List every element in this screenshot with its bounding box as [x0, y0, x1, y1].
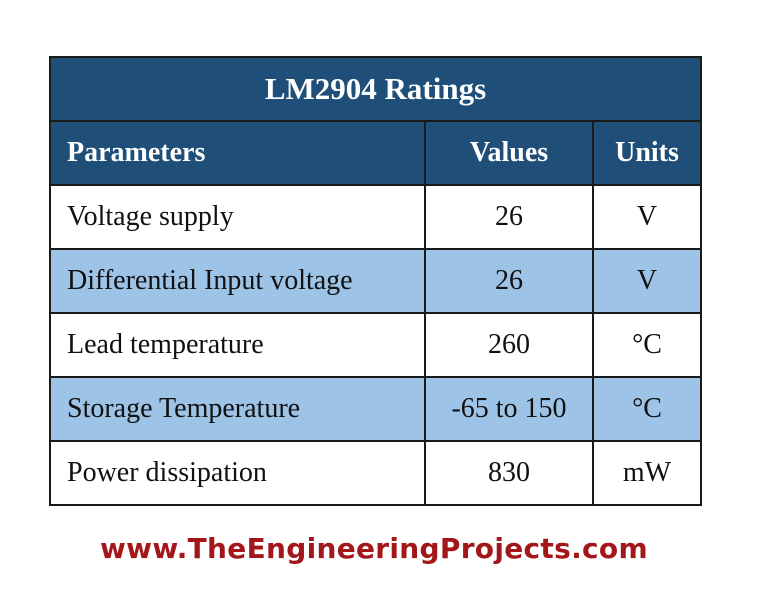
table-cell: 260 [424, 312, 594, 378]
table-cell: 26 [424, 248, 594, 314]
table-row: Lead temperature 260 °C [49, 312, 702, 378]
table-row: Storage Temperature -65 to 150 °C [49, 376, 702, 442]
table-row: Differential Input voltage 26 V [49, 248, 702, 314]
table-row: Power dissipation 830 mW [49, 440, 702, 506]
table-cell: °C [592, 312, 702, 378]
table-cell: Differential Input voltage [49, 248, 426, 314]
table-cell: V [592, 248, 702, 314]
ratings-table: LM2904 Ratings Parameters Values Units Vol… [49, 56, 702, 506]
table-row: Voltage supply 26 V [49, 184, 702, 250]
table-cell: 830 [424, 440, 594, 506]
table-cell: °C [592, 376, 702, 442]
table-cell: -65 to 150 [424, 376, 594, 442]
table-cell: Lead temperature [49, 312, 426, 378]
table-cell: V [592, 184, 702, 250]
table-title: LM2904 Ratings [49, 56, 702, 122]
table-cell: Voltage supply [49, 184, 426, 250]
table-cell: 26 [424, 184, 594, 250]
header-cell: Units [592, 120, 702, 186]
title-row: LM2904 Ratings [49, 56, 702, 122]
table-body: Voltage supply 26 V Differential Input volt… [49, 184, 702, 506]
header-row: Parameters Values Units [49, 120, 702, 186]
table-cell: Power dissipation [49, 440, 426, 506]
table-cell: Storage Temperature [49, 376, 426, 442]
footer-url: www.TheEngineeringProjects.com [100, 532, 648, 565]
header-cell: Parameters [49, 120, 426, 186]
table-cell: mW [592, 440, 702, 506]
header-cell: Values [424, 120, 594, 186]
